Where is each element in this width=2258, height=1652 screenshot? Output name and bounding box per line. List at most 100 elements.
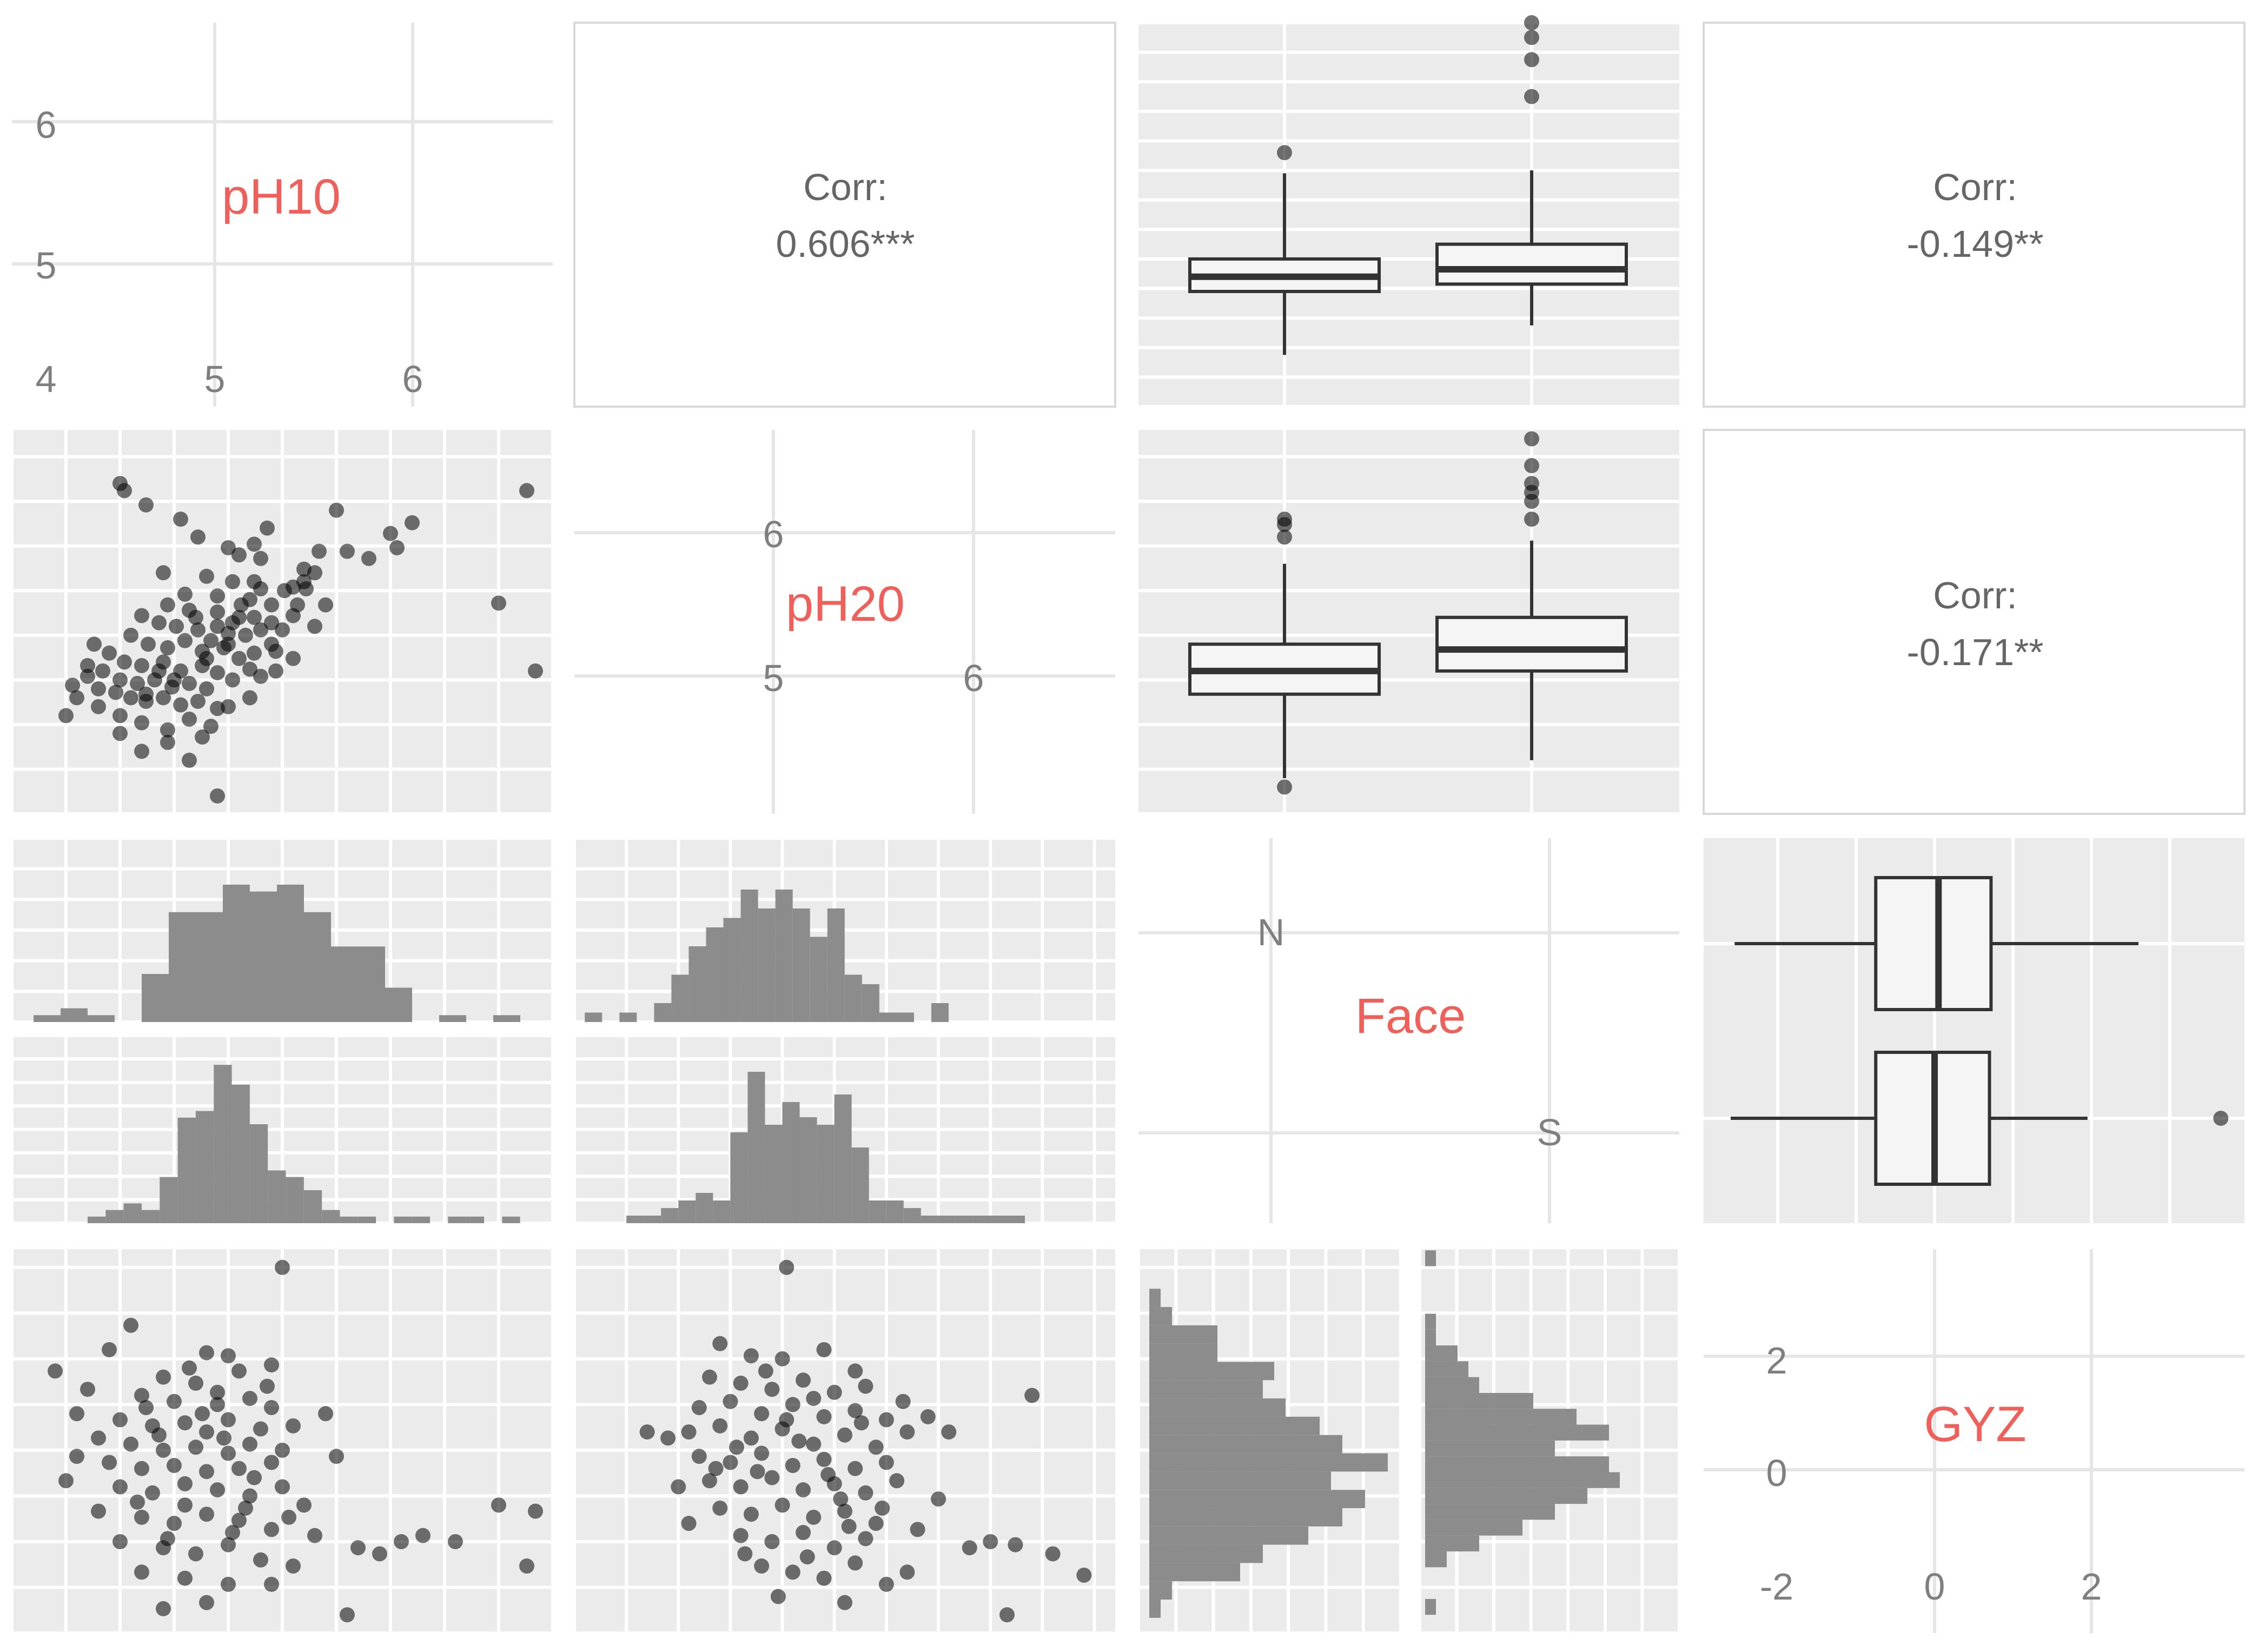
scatter-pH20-GYZ-point (639, 1424, 655, 1440)
hist-pH10-N-bar (196, 912, 223, 1022)
scatter-pH10-pH20-point (286, 651, 301, 666)
scatter-pH10-pH20-point (253, 668, 268, 684)
scatter-pH10-GYZ-point (151, 1427, 167, 1443)
scatter-pH10-pH20-point (80, 658, 95, 673)
scatter-pH20-GYZ-point (826, 1384, 842, 1400)
hist-GYZ-N-bar (1149, 1471, 1331, 1490)
scatter-pH10-pH20-point (190, 622, 206, 638)
scatter-pH20-GYZ-point (774, 1351, 790, 1366)
scatter-pH10-GYZ-point (156, 1442, 171, 1458)
scatter-pH20-GYZ-point (791, 1434, 807, 1449)
scatter-pH10-pH20-point (312, 543, 327, 559)
hist-GYZ-S-bar (1425, 1409, 1577, 1425)
hist-pH10-N-bar (358, 946, 385, 1022)
scatter-pH20-GYZ-point (1045, 1546, 1061, 1562)
scatter-pH20-GYZ-point (774, 1497, 790, 1513)
hist-pH10-N-bar (88, 1015, 115, 1022)
scatter-pH20-GYZ-point (1008, 1537, 1023, 1553)
scatter-pH20-GYZ-point (785, 1564, 800, 1580)
scatter-pH10-pH20-point (130, 675, 145, 691)
scatter-pH10-GYZ-point (275, 1442, 290, 1458)
scatter-pH10-GYZ-point (130, 1494, 145, 1510)
scatter-pH20-GYZ-point (733, 1479, 749, 1495)
scatter-pH10-GYZ-point (286, 1418, 301, 1434)
hist-pH20-N-bar (862, 984, 879, 1022)
scatter-pH10-GYZ-point (91, 1503, 106, 1519)
hist-GYZ-N-bar (1149, 1362, 1274, 1381)
corr-pH20-GYZ-value: -0.171** (1907, 631, 2044, 673)
scatter-pH10-GYZ-point (58, 1473, 74, 1489)
hist-GYZ-N-bar (1149, 1398, 1286, 1417)
hist-pH20-N-bar (896, 1012, 914, 1022)
scatter-pH10-GYZ-point (69, 1449, 84, 1464)
scatter-pH10-pH20-point (253, 550, 268, 566)
hist-GYZ-N-bar (1149, 1307, 1172, 1325)
scatter-pH10-GYZ-point (340, 1607, 355, 1623)
scatter-pH20-GYZ-point (889, 1473, 905, 1489)
scatter-pH10-pH20-point (117, 654, 132, 670)
hist-GYZ-S-bar (1425, 1392, 1533, 1409)
scatter-pH10-pH20-point (156, 565, 171, 581)
hist-pH10-S-bar (88, 1216, 106, 1223)
box-pH10-S-outlier (1524, 30, 1539, 45)
scatter-pH10-GYZ-point (372, 1546, 387, 1562)
scatter-pH20-GYZ-point (799, 1549, 815, 1565)
scatter-pH10-GYZ-point (242, 1436, 257, 1452)
scatter-pH20-GYZ-point (712, 1336, 728, 1351)
corr-pH10-pH20-label: Corr: (803, 166, 888, 208)
hist-GYZ-N-bar (1149, 1526, 1308, 1545)
face-level-S: S (1537, 1111, 1562, 1153)
scatter-pH10-GYZ-point (264, 1400, 279, 1416)
scatter-pH10-pH20-point (318, 597, 333, 613)
scatter-pH20-GYZ-point (764, 1382, 780, 1397)
scatter-pH10-pH20-point (156, 690, 171, 706)
hist-pH10-S-bar (394, 1216, 412, 1223)
scatter-pH10-pH20-point (210, 588, 225, 604)
scatter-pH10-GYZ-point (123, 1317, 138, 1333)
scatter-pH20-GYZ-point (816, 1342, 832, 1357)
scatter-pH10-pH20-point (69, 690, 84, 706)
hist-GYZ-S-bar (1425, 1329, 1436, 1346)
corr-pH10-GYZ-label: Corr: (1933, 166, 2017, 208)
scatter-pH10-GYZ-point (307, 1528, 322, 1543)
box-pH10-S-outlier (1524, 89, 1539, 104)
mark-layer (34, 15, 2229, 1623)
scatter-pH20-GYZ-point (681, 1424, 697, 1440)
hist-pH20-S-bar (955, 1216, 973, 1223)
scatter-pH10-GYZ-point (167, 1516, 182, 1531)
scatter-pH20-GYZ-point (941, 1424, 957, 1440)
scatter-pH10-pH20-point (491, 595, 506, 611)
scatter-pH10-pH20-point (221, 699, 236, 714)
scatter-pH20-GYZ-point (796, 1482, 811, 1498)
hist-pH10-S-bar (340, 1216, 358, 1223)
scatter-pH10-GYZ-point (102, 1342, 117, 1357)
hist-pH10-N-bar (142, 974, 169, 1022)
hist-GYZ-S-bar (1425, 1456, 1609, 1472)
scatter-pH20-GYZ-point (878, 1576, 894, 1592)
hist-pH20-S-bar (730, 1132, 748, 1223)
hist-GYZ-N-bar (1149, 1563, 1240, 1582)
scatter-pH20-GYZ-point (729, 1439, 744, 1455)
hist-pH20-S-bar (765, 1125, 783, 1223)
scatter-pH10-pH20-point (221, 540, 236, 555)
scatter-pH10-GYZ-point (264, 1522, 279, 1537)
scatter-pH10-GYZ-point (112, 1534, 128, 1549)
hist-GYZ-N-bar (1149, 1453, 1388, 1472)
scatter-pH10-pH20-point (199, 568, 214, 584)
hist-GYZ-S-bar (1425, 1504, 1555, 1520)
scatter-pH20-GYZ-point (754, 1445, 770, 1461)
scatter-pH10-pH20-point (405, 515, 420, 530)
scatter-pH20-GYZ-point (895, 1394, 911, 1409)
scatter-pH10-GYZ-point (69, 1406, 84, 1422)
scatter-pH10-GYZ-point (156, 1369, 171, 1385)
scatter-pH20-GYZ-point (858, 1531, 873, 1547)
scatter-pH10-pH20-point (112, 726, 128, 741)
hist-pH20-N-bar (619, 1012, 637, 1022)
hist-GYZ-S-bar (1425, 1472, 1620, 1488)
scatter-pH20-GYZ-point (743, 1348, 759, 1364)
scatter-pH10-GYZ-point (102, 1455, 117, 1470)
hist-pH20-N-bar (654, 1003, 672, 1022)
scatter-pH10-GYZ-point (199, 1595, 214, 1610)
scatter-pH20-GYZ-point (806, 1436, 822, 1452)
hist-pH10-N-bar (277, 885, 304, 1022)
